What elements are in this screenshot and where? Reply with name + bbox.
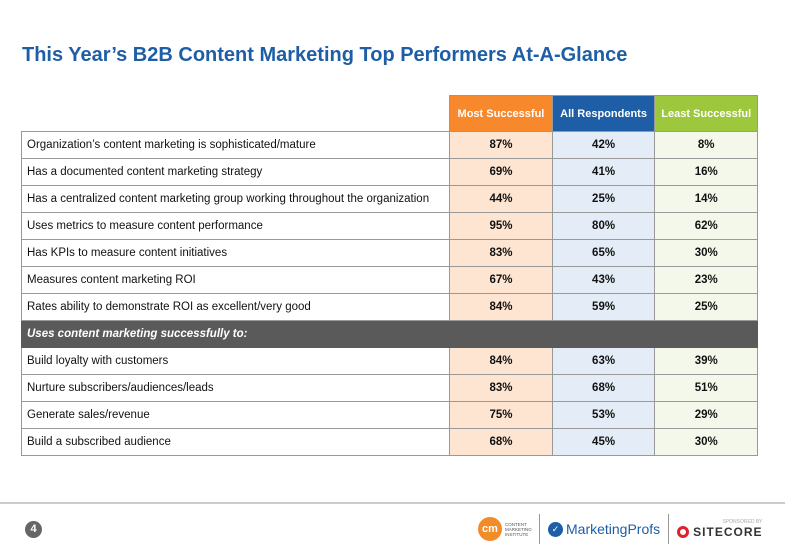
- value-cell: 83%: [449, 239, 553, 267]
- value-cell: 80%: [551, 212, 656, 240]
- value-cell: 23%: [654, 266, 758, 294]
- value-cell: 95%: [449, 212, 553, 240]
- row-label: Measures content marketing ROI: [20, 266, 451, 294]
- cmi-mark: cm: [478, 517, 502, 541]
- section-label: Uses content marketing successfully to:: [21, 320, 758, 348]
- row-label: Organization’s content marketing is soph…: [20, 131, 451, 159]
- section-row: Uses content marketing successfully to:: [21, 320, 758, 348]
- value-cell: 62%: [654, 212, 758, 240]
- value-cell: 84%: [449, 293, 553, 321]
- value-cell: 45%: [551, 428, 656, 456]
- value-cell: 44%: [449, 185, 553, 213]
- footer-divider: [0, 502, 785, 504]
- value-cell: 30%: [654, 428, 758, 456]
- value-cell: 67%: [449, 266, 553, 294]
- value-cell: 65%: [551, 239, 656, 267]
- performers-table: Most Successful All Respondents Least Succ…: [20, 95, 758, 456]
- value-cell: 8%: [654, 131, 758, 159]
- value-cell: 51%: [654, 374, 758, 402]
- value-cell: 25%: [551, 185, 656, 213]
- value-cell: 16%: [654, 158, 758, 186]
- table-row: Build loyalty with customers 84% 63% 39%: [20, 347, 758, 375]
- cmi-logo: cm CONTENT MARKETING INSTITUTE: [478, 517, 532, 541]
- table-row: Measures content marketing ROI 67% 43% 23%: [20, 266, 758, 294]
- row-label: Build a subscribed audience: [20, 428, 451, 456]
- row-label: Uses metrics to measure content performa…: [20, 212, 451, 240]
- page-title: This Year’s B2B Content Marketing Top Pe…: [22, 44, 628, 66]
- value-cell: 69%: [449, 158, 553, 186]
- table-row: Has KPIs to measure content initiatives 8…: [20, 239, 758, 267]
- table-row: Generate sales/revenue 75% 53% 29%: [20, 401, 758, 429]
- row-label: Nurture subscribers/audiences/leads: [20, 374, 451, 402]
- table-row: Rates ability to demonstrate ROI as exce…: [20, 293, 758, 321]
- footer-logos: cm CONTENT MARKETING INSTITUTE ✓ Marketing…: [478, 514, 763, 544]
- value-cell: 14%: [654, 185, 758, 213]
- row-label: Has a documented content marketing strat…: [20, 158, 451, 186]
- value-cell: 53%: [551, 401, 656, 429]
- value-cell: 59%: [551, 293, 656, 321]
- value-cell: 83%: [449, 374, 553, 402]
- value-cell: 30%: [654, 239, 758, 267]
- value-cell: 41%: [551, 158, 656, 186]
- page-number: 4: [25, 521, 42, 538]
- value-cell: 75%: [449, 401, 553, 429]
- value-cell: 68%: [551, 374, 656, 402]
- table-row: Nurture subscribers/audiences/leads 83% 68…: [20, 374, 758, 402]
- marketingprofs-icon: ✓: [548, 521, 563, 537]
- logo-separator: [539, 514, 540, 544]
- sitecore-logo: SPONSORED BY SITECORE: [677, 519, 763, 539]
- table-row: Organization’s content marketing is soph…: [20, 131, 758, 159]
- row-label: Rates ability to demonstrate ROI as exce…: [20, 293, 451, 321]
- logo-separator: [668, 514, 670, 544]
- value-cell: 87%: [449, 131, 553, 159]
- value-cell: 29%: [654, 401, 758, 429]
- row-label: Build loyalty with customers: [20, 347, 451, 375]
- column-header: Least Successful: [654, 95, 758, 132]
- value-cell: 68%: [449, 428, 553, 456]
- marketingprofs-text: MarketingProfs: [566, 521, 661, 537]
- sponsored-by: SPONSORED BY: [722, 519, 763, 525]
- header-blank: [21, 95, 450, 132]
- row-label: Has KPIs to measure content initiatives: [20, 239, 451, 267]
- column-header: All Respondents: [551, 95, 656, 132]
- cmi-text: CONTENT MARKETING INSTITUTE: [505, 521, 532, 537]
- value-cell: 25%: [654, 293, 758, 321]
- table-row: Build a subscribed audience 68% 45% 30%: [20, 428, 758, 456]
- table-row: Has a centralized content marketing grou…: [20, 185, 758, 213]
- value-cell: 39%: [654, 347, 758, 375]
- column-header: Most Successful: [449, 95, 553, 132]
- table-row: Has a documented content marketing strat…: [20, 158, 758, 186]
- marketingprofs-logo: ✓ MarketingProfs: [548, 521, 660, 537]
- value-cell: 84%: [449, 347, 553, 375]
- sitecore-text: SITECORE: [693, 525, 763, 539]
- value-cell: 42%: [551, 131, 656, 159]
- value-cell: 63%: [551, 347, 656, 375]
- sitecore-icon: [677, 526, 690, 538]
- row-label: Has a centralized content marketing grou…: [20, 185, 451, 213]
- table-row: Uses metrics to measure content performa…: [20, 212, 758, 240]
- row-label: Generate sales/revenue: [20, 401, 451, 429]
- value-cell: 43%: [551, 266, 656, 294]
